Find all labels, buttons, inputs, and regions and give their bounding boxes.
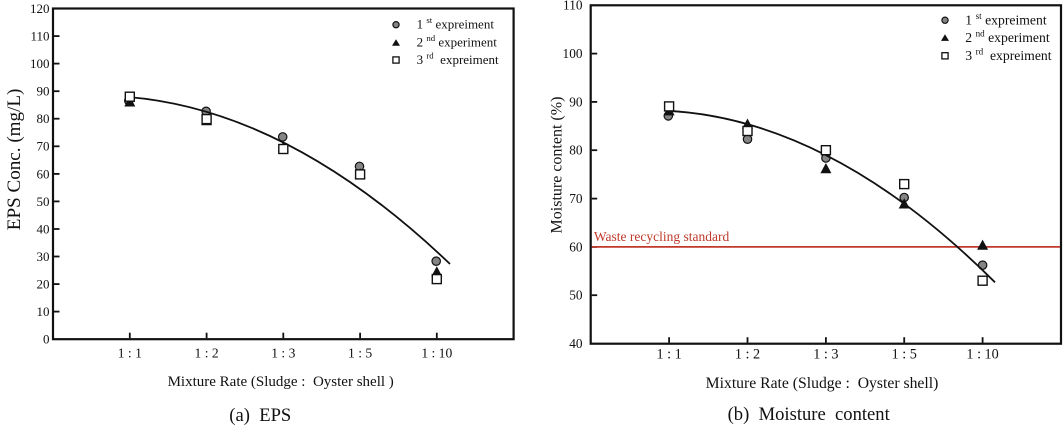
svg-text:60: 60: [37, 166, 50, 181]
svg-text:1 : 3: 1 : 3: [813, 346, 838, 362]
svg-text:EPS Conc. (mg/L): EPS Conc. (mg/L): [4, 89, 25, 231]
svg-text:60: 60: [569, 239, 583, 254]
svg-text:10: 10: [37, 304, 50, 319]
svg-text:40: 40: [569, 336, 583, 351]
svg-text:0: 0: [43, 332, 50, 347]
svg-text:2 nd experiment: 2 nd experiment: [965, 28, 1050, 45]
svg-text:2 nd experiment: 2 nd experiment: [417, 33, 498, 50]
svg-text:Mixture Rate (Sludge : Oyster: Mixture Rate (Sludge : Oyster shell ): [168, 374, 394, 390]
svg-text:Mixture Rate (Sludge : Oyster: Mixture Rate (Sludge : Oyster shell): [706, 375, 939, 392]
svg-text:110: 110: [563, 0, 583, 13]
svg-text:50: 50: [37, 194, 50, 209]
svg-text:(b) Moisture content: (b) Moisture content: [728, 404, 891, 425]
svg-text:1 st expreiment: 1 st expreiment: [417, 15, 495, 32]
svg-text:80: 80: [569, 143, 583, 158]
svg-text:70: 70: [569, 191, 583, 206]
svg-text:1 : 5: 1 : 5: [348, 346, 372, 361]
svg-text:70: 70: [37, 139, 50, 154]
svg-text:30: 30: [37, 249, 50, 264]
svg-text:110: 110: [30, 29, 49, 44]
svg-text:1 : 5: 1 : 5: [892, 346, 917, 362]
svg-text:1 : 2: 1 : 2: [735, 346, 760, 362]
svg-text:90: 90: [569, 94, 583, 109]
svg-text:100: 100: [30, 56, 50, 71]
svg-text:3 rd expreiment: 3 rd expreiment: [965, 47, 1051, 64]
svg-text:40: 40: [37, 221, 50, 236]
svg-text:50: 50: [569, 288, 583, 303]
svg-text:90: 90: [37, 84, 50, 99]
svg-text:100: 100: [563, 46, 583, 61]
svg-text:3 rd expreiment: 3 rd expreiment: [417, 51, 499, 68]
svg-text:20: 20: [37, 277, 50, 292]
svg-text:1 : 10: 1 : 10: [966, 346, 998, 362]
svg-text:1 : 10: 1 : 10: [421, 346, 452, 361]
svg-text:1 : 1: 1 : 1: [656, 346, 681, 362]
svg-text:1 st expreiment: 1 st expreiment: [965, 11, 1047, 28]
svg-text:1 : 1: 1 : 1: [118, 346, 142, 361]
svg-text:Moisture content (%): Moisture content (%): [549, 97, 566, 234]
svg-text:Waste recycling standard: Waste recycling standard: [594, 229, 730, 244]
svg-text:1 : 2: 1 : 2: [195, 346, 219, 361]
svg-text:1 : 3: 1 : 3: [271, 346, 295, 361]
svg-text:80: 80: [37, 111, 50, 126]
svg-text:120: 120: [30, 1, 50, 16]
svg-text:(a) EPS: (a) EPS: [229, 405, 291, 426]
